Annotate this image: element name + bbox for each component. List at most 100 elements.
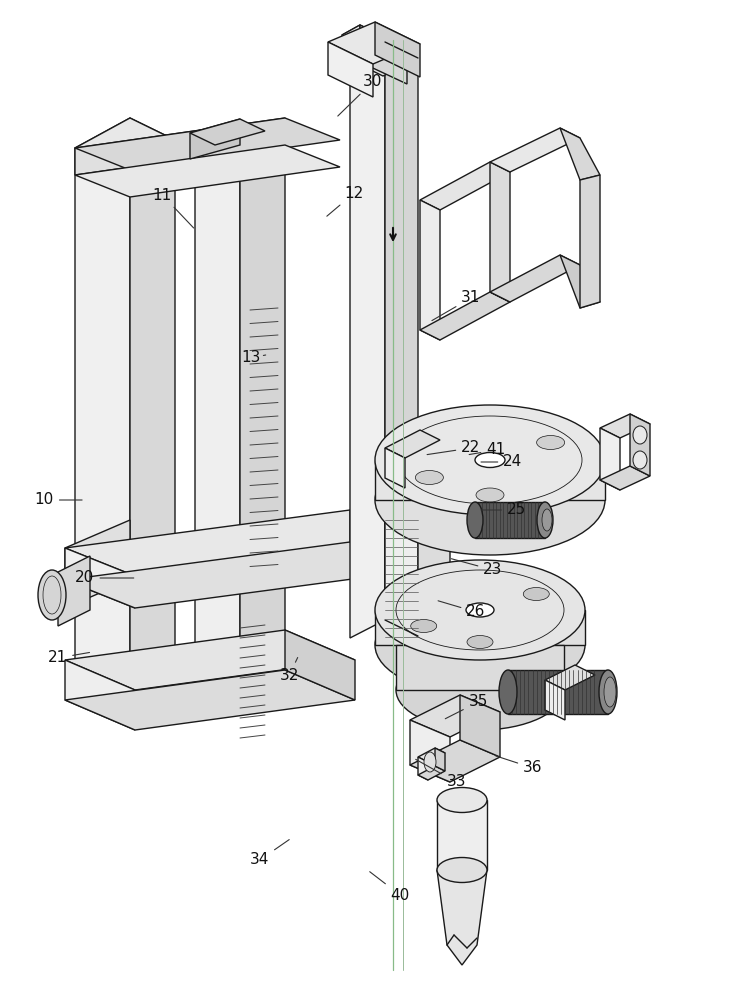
Polygon shape — [190, 119, 240, 159]
Ellipse shape — [375, 595, 585, 695]
Polygon shape — [420, 292, 510, 340]
Ellipse shape — [38, 570, 66, 620]
Ellipse shape — [476, 488, 504, 502]
Polygon shape — [375, 22, 420, 77]
Polygon shape — [460, 695, 500, 757]
Polygon shape — [385, 484, 418, 661]
Polygon shape — [285, 630, 355, 700]
Polygon shape — [240, 120, 285, 682]
Polygon shape — [195, 120, 285, 170]
Polygon shape — [75, 118, 175, 170]
Polygon shape — [545, 665, 595, 690]
Polygon shape — [410, 695, 500, 737]
Ellipse shape — [466, 603, 494, 617]
Text: 32: 32 — [280, 658, 299, 682]
Text: 30: 30 — [338, 75, 382, 116]
Polygon shape — [190, 119, 265, 145]
Polygon shape — [350, 42, 418, 76]
Polygon shape — [600, 428, 620, 490]
Text: 34: 34 — [250, 840, 289, 867]
Polygon shape — [435, 748, 445, 771]
Polygon shape — [420, 200, 440, 340]
Polygon shape — [600, 414, 650, 438]
Ellipse shape — [542, 509, 552, 531]
Polygon shape — [385, 430, 440, 458]
Polygon shape — [490, 255, 580, 302]
Polygon shape — [375, 610, 585, 645]
Polygon shape — [437, 870, 487, 965]
Ellipse shape — [467, 502, 483, 538]
Polygon shape — [490, 162, 510, 302]
Ellipse shape — [633, 426, 647, 444]
Text: 35: 35 — [445, 694, 488, 719]
Polygon shape — [545, 680, 565, 720]
Polygon shape — [75, 118, 340, 170]
Polygon shape — [396, 645, 564, 690]
Polygon shape — [65, 548, 135, 608]
Polygon shape — [75, 145, 340, 197]
Polygon shape — [342, 25, 360, 72]
Polygon shape — [375, 460, 605, 500]
Text: 23: 23 — [452, 559, 503, 578]
Ellipse shape — [523, 587, 549, 600]
Polygon shape — [475, 502, 545, 538]
Ellipse shape — [537, 502, 553, 538]
Text: 40: 40 — [370, 872, 410, 902]
Polygon shape — [385, 42, 418, 636]
Text: 11: 11 — [153, 188, 193, 228]
Polygon shape — [385, 448, 405, 488]
Polygon shape — [75, 118, 130, 688]
Polygon shape — [75, 118, 285, 175]
Polygon shape — [65, 542, 420, 608]
Ellipse shape — [375, 560, 585, 660]
Ellipse shape — [375, 405, 605, 515]
Polygon shape — [420, 162, 510, 210]
Text: 20: 20 — [75, 570, 134, 585]
Polygon shape — [65, 660, 135, 730]
Polygon shape — [130, 118, 175, 680]
Polygon shape — [328, 42, 373, 97]
Text: 36: 36 — [496, 756, 542, 776]
Polygon shape — [58, 556, 90, 626]
Polygon shape — [418, 748, 445, 762]
Polygon shape — [418, 484, 450, 661]
Ellipse shape — [467, 636, 493, 648]
Ellipse shape — [499, 670, 517, 714]
Polygon shape — [65, 630, 355, 690]
Polygon shape — [342, 25, 407, 58]
Ellipse shape — [537, 436, 565, 450]
Polygon shape — [560, 128, 600, 180]
Polygon shape — [350, 42, 385, 638]
Polygon shape — [600, 466, 650, 490]
Ellipse shape — [475, 452, 505, 468]
Polygon shape — [630, 414, 650, 476]
Text: 26: 26 — [438, 601, 486, 619]
Polygon shape — [328, 22, 420, 64]
Ellipse shape — [411, 619, 437, 633]
Ellipse shape — [599, 670, 617, 714]
Polygon shape — [418, 757, 428, 780]
Polygon shape — [410, 740, 500, 782]
Polygon shape — [437, 800, 487, 870]
Polygon shape — [350, 510, 420, 570]
Polygon shape — [580, 175, 600, 308]
Ellipse shape — [437, 857, 487, 882]
Polygon shape — [360, 25, 407, 84]
Text: 21: 21 — [48, 650, 89, 666]
Ellipse shape — [633, 451, 647, 469]
Text: 24: 24 — [481, 454, 523, 470]
Polygon shape — [490, 128, 580, 172]
Polygon shape — [508, 670, 608, 714]
Polygon shape — [195, 120, 240, 688]
Ellipse shape — [424, 752, 436, 772]
Ellipse shape — [396, 650, 564, 730]
Ellipse shape — [375, 445, 605, 555]
Text: 13: 13 — [241, 351, 266, 365]
Text: 41: 41 — [469, 442, 506, 458]
Polygon shape — [65, 670, 355, 730]
Text: 31: 31 — [432, 290, 480, 321]
Text: 12: 12 — [327, 186, 364, 216]
Text: 10: 10 — [35, 492, 82, 508]
Polygon shape — [560, 255, 600, 308]
Ellipse shape — [604, 677, 616, 707]
